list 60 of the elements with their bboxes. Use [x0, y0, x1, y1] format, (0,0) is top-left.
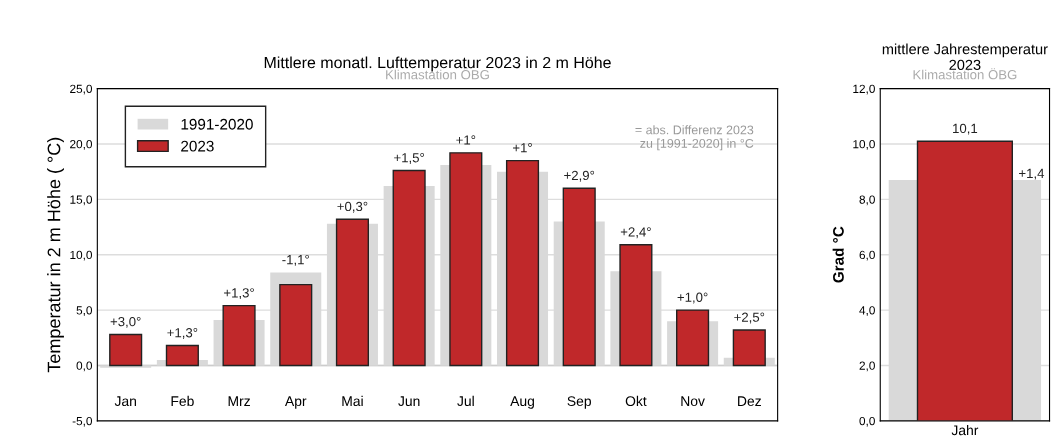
annotation: = abs. Differenz 2023 zu [1991-2020] in °C [635, 125, 754, 151]
x-tick-label: Mai [342, 395, 363, 407]
bar [505, 159, 540, 367]
bar [165, 344, 199, 367]
y-tick-label: 8,0 [859, 195, 875, 206]
y-tick-label: 20,0 [70, 140, 93, 150]
x-tick-label: Jahr [951, 425, 979, 436]
bar [732, 329, 766, 367]
x-tick-label: Jun [398, 396, 420, 407]
chart-subtitle: Klimastation ÖBG [913, 68, 1017, 80]
annotation: +1,3° [224, 288, 254, 300]
y-tick-label: 15,0 [70, 195, 93, 206]
x-tick-label: Okt [625, 395, 647, 407]
legend-label: 2023 [181, 140, 214, 152]
y-tick-label: 6,0 [859, 250, 875, 261]
y-tick-label: 4,0 [859, 306, 875, 316]
bar [619, 244, 653, 367]
bar [222, 304, 256, 367]
annotation: +1,0° [677, 292, 708, 304]
x-tick-label: Apr [284, 396, 307, 409]
y-tick-label: 10,0 [853, 140, 875, 150]
y-tick-label: 0,0 [76, 361, 93, 372]
annotation: +2,9° [564, 170, 595, 182]
bar [676, 309, 710, 367]
annotation: +1° [456, 135, 476, 145]
y-tick-label: 0,0 [859, 416, 875, 427]
x-tick-label: Nov [681, 396, 705, 407]
annotation: +1,3° [167, 328, 198, 339]
bar [562, 187, 596, 367]
y-tick-label: 5,0 [76, 306, 93, 316]
x-tick-label: Aug [510, 396, 534, 409]
bar [449, 152, 483, 367]
bar [335, 218, 370, 367]
y-tick-label: -5,0 [72, 416, 93, 427]
annotation: +3,0° [110, 316, 141, 328]
x-tick-label: Jul [457, 395, 474, 407]
bar [109, 333, 143, 367]
annotation: +2,4° [620, 227, 651, 239]
y-tick-label: 12,0 [853, 84, 875, 95]
annotation: -1,1° [282, 254, 309, 266]
bar [100, 365, 152, 368]
data-label: 10,1 [953, 123, 978, 135]
y-tick-label: 25,0 [70, 84, 93, 95]
x-tick-label: Dez [738, 396, 761, 407]
bar [392, 169, 426, 367]
annotation: +2,5° [734, 312, 765, 324]
annotation: +0,3° [337, 201, 368, 213]
y-tick-label: 2,0 [859, 361, 875, 372]
annotation: +1° [513, 143, 532, 153]
x-tick-label: Feb [171, 395, 194, 407]
bar [279, 283, 313, 367]
x-tick-label: Jan [114, 396, 136, 407]
legend-label: 1991-2020 [181, 118, 253, 130]
annotation: +1,4 [1019, 168, 1045, 180]
y-axis-title: Temperatur in 2 m Höhe ( °C) [47, 137, 64, 373]
annotation: +1,5° [394, 153, 425, 164]
y-tick-label: 10,0 [70, 250, 93, 261]
y-axis-title: Grad °C [832, 226, 844, 283]
x-tick-label: Mrz [228, 396, 250, 406]
x-tick-label: Sep [567, 396, 591, 409]
